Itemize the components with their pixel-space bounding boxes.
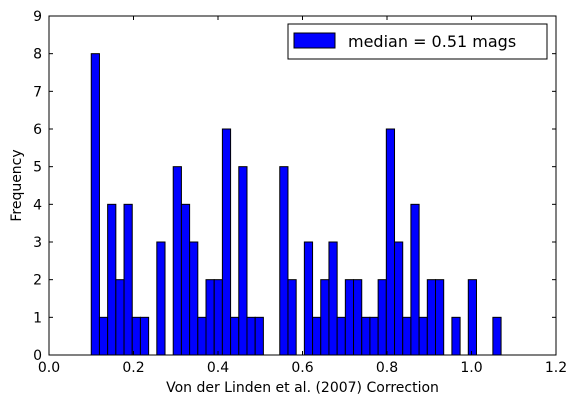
histogram-bar bbox=[377, 279, 387, 356]
y-tick-label: 8 bbox=[33, 47, 42, 63]
histogram-bar bbox=[246, 316, 256, 356]
y-tick-label: 9 bbox=[33, 9, 42, 25]
histogram-bar bbox=[394, 241, 404, 356]
histogram-bar bbox=[107, 203, 117, 356]
x-tick-label: 0.0 bbox=[38, 360, 60, 376]
histogram-bar bbox=[189, 241, 199, 356]
histogram-bar bbox=[90, 53, 100, 356]
y-axis-title: Frequency bbox=[9, 149, 25, 221]
x-tick-label: 0.6 bbox=[291, 360, 313, 376]
histogram-bar bbox=[369, 316, 379, 356]
y-tick-label: 6 bbox=[33, 122, 42, 138]
histogram-bars bbox=[90, 53, 502, 356]
histogram-bar bbox=[344, 279, 355, 356]
axis-ticks bbox=[48, 15, 557, 356]
histogram-bar bbox=[197, 316, 207, 356]
legend-label: median = 0.51 mags bbox=[348, 32, 516, 51]
histogram-bar bbox=[287, 279, 297, 356]
tick-labels: 0.0 0.2 0.4 0.6 0.8 1.0 1.2 0 1 2 3 4 5 6 7 8 9 bbox=[33, 9, 567, 376]
histogram-bar bbox=[492, 316, 502, 356]
histogram-bar bbox=[410, 203, 420, 356]
histogram-bar bbox=[426, 279, 437, 356]
histogram-bar bbox=[336, 316, 346, 356]
x-tick-label: 1.0 bbox=[460, 360, 482, 376]
histogram-bar bbox=[435, 279, 445, 356]
histogram-bar bbox=[279, 166, 289, 356]
histogram-bar bbox=[320, 279, 330, 356]
histogram-bar bbox=[238, 166, 248, 356]
histogram-bar bbox=[205, 279, 215, 356]
histogram-bar bbox=[230, 316, 240, 356]
histogram-bar bbox=[328, 241, 338, 356]
histogram-bar bbox=[312, 316, 322, 356]
y-tick-label: 4 bbox=[33, 197, 42, 213]
y-tick-label: 1 bbox=[33, 310, 42, 326]
histogram-bar bbox=[172, 166, 182, 356]
x-axis-title: Von der Linden et al. (2007) Correction bbox=[166, 380, 439, 396]
legend: median = 0.51 mags bbox=[287, 23, 548, 60]
histogram-bar bbox=[467, 279, 477, 356]
histogram-bar bbox=[98, 316, 109, 356]
x-tick-label: 1.2 bbox=[545, 360, 567, 376]
y-tick-label: 2 bbox=[33, 273, 42, 289]
histogram-bar bbox=[418, 316, 428, 356]
x-tick-label: 0.8 bbox=[376, 360, 398, 376]
histogram-bar bbox=[361, 316, 371, 356]
histogram-bar bbox=[385, 128, 396, 356]
histogram-bar bbox=[213, 279, 223, 356]
histogram-bar bbox=[221, 128, 232, 356]
histogram-bar bbox=[353, 279, 363, 356]
histogram-bar bbox=[254, 316, 264, 356]
histogram-bar bbox=[156, 241, 166, 356]
histogram-bar bbox=[180, 203, 191, 356]
legend-swatch bbox=[293, 32, 336, 49]
histogram-bar bbox=[451, 316, 461, 356]
x-tick-label: 0.2 bbox=[122, 360, 144, 376]
histogram-bar bbox=[402, 316, 412, 356]
x-tick-label: 0.4 bbox=[207, 360, 229, 376]
y-tick-label: 0 bbox=[33, 348, 42, 364]
histogram-bar bbox=[139, 316, 150, 356]
histogram-bar bbox=[303, 241, 314, 356]
y-tick-label: 3 bbox=[33, 235, 42, 251]
histogram-bar bbox=[123, 203, 133, 356]
histogram-bar bbox=[115, 279, 125, 356]
y-tick-label: 5 bbox=[33, 160, 42, 176]
histogram-bar bbox=[131, 316, 141, 356]
y-tick-label: 7 bbox=[33, 84, 42, 100]
